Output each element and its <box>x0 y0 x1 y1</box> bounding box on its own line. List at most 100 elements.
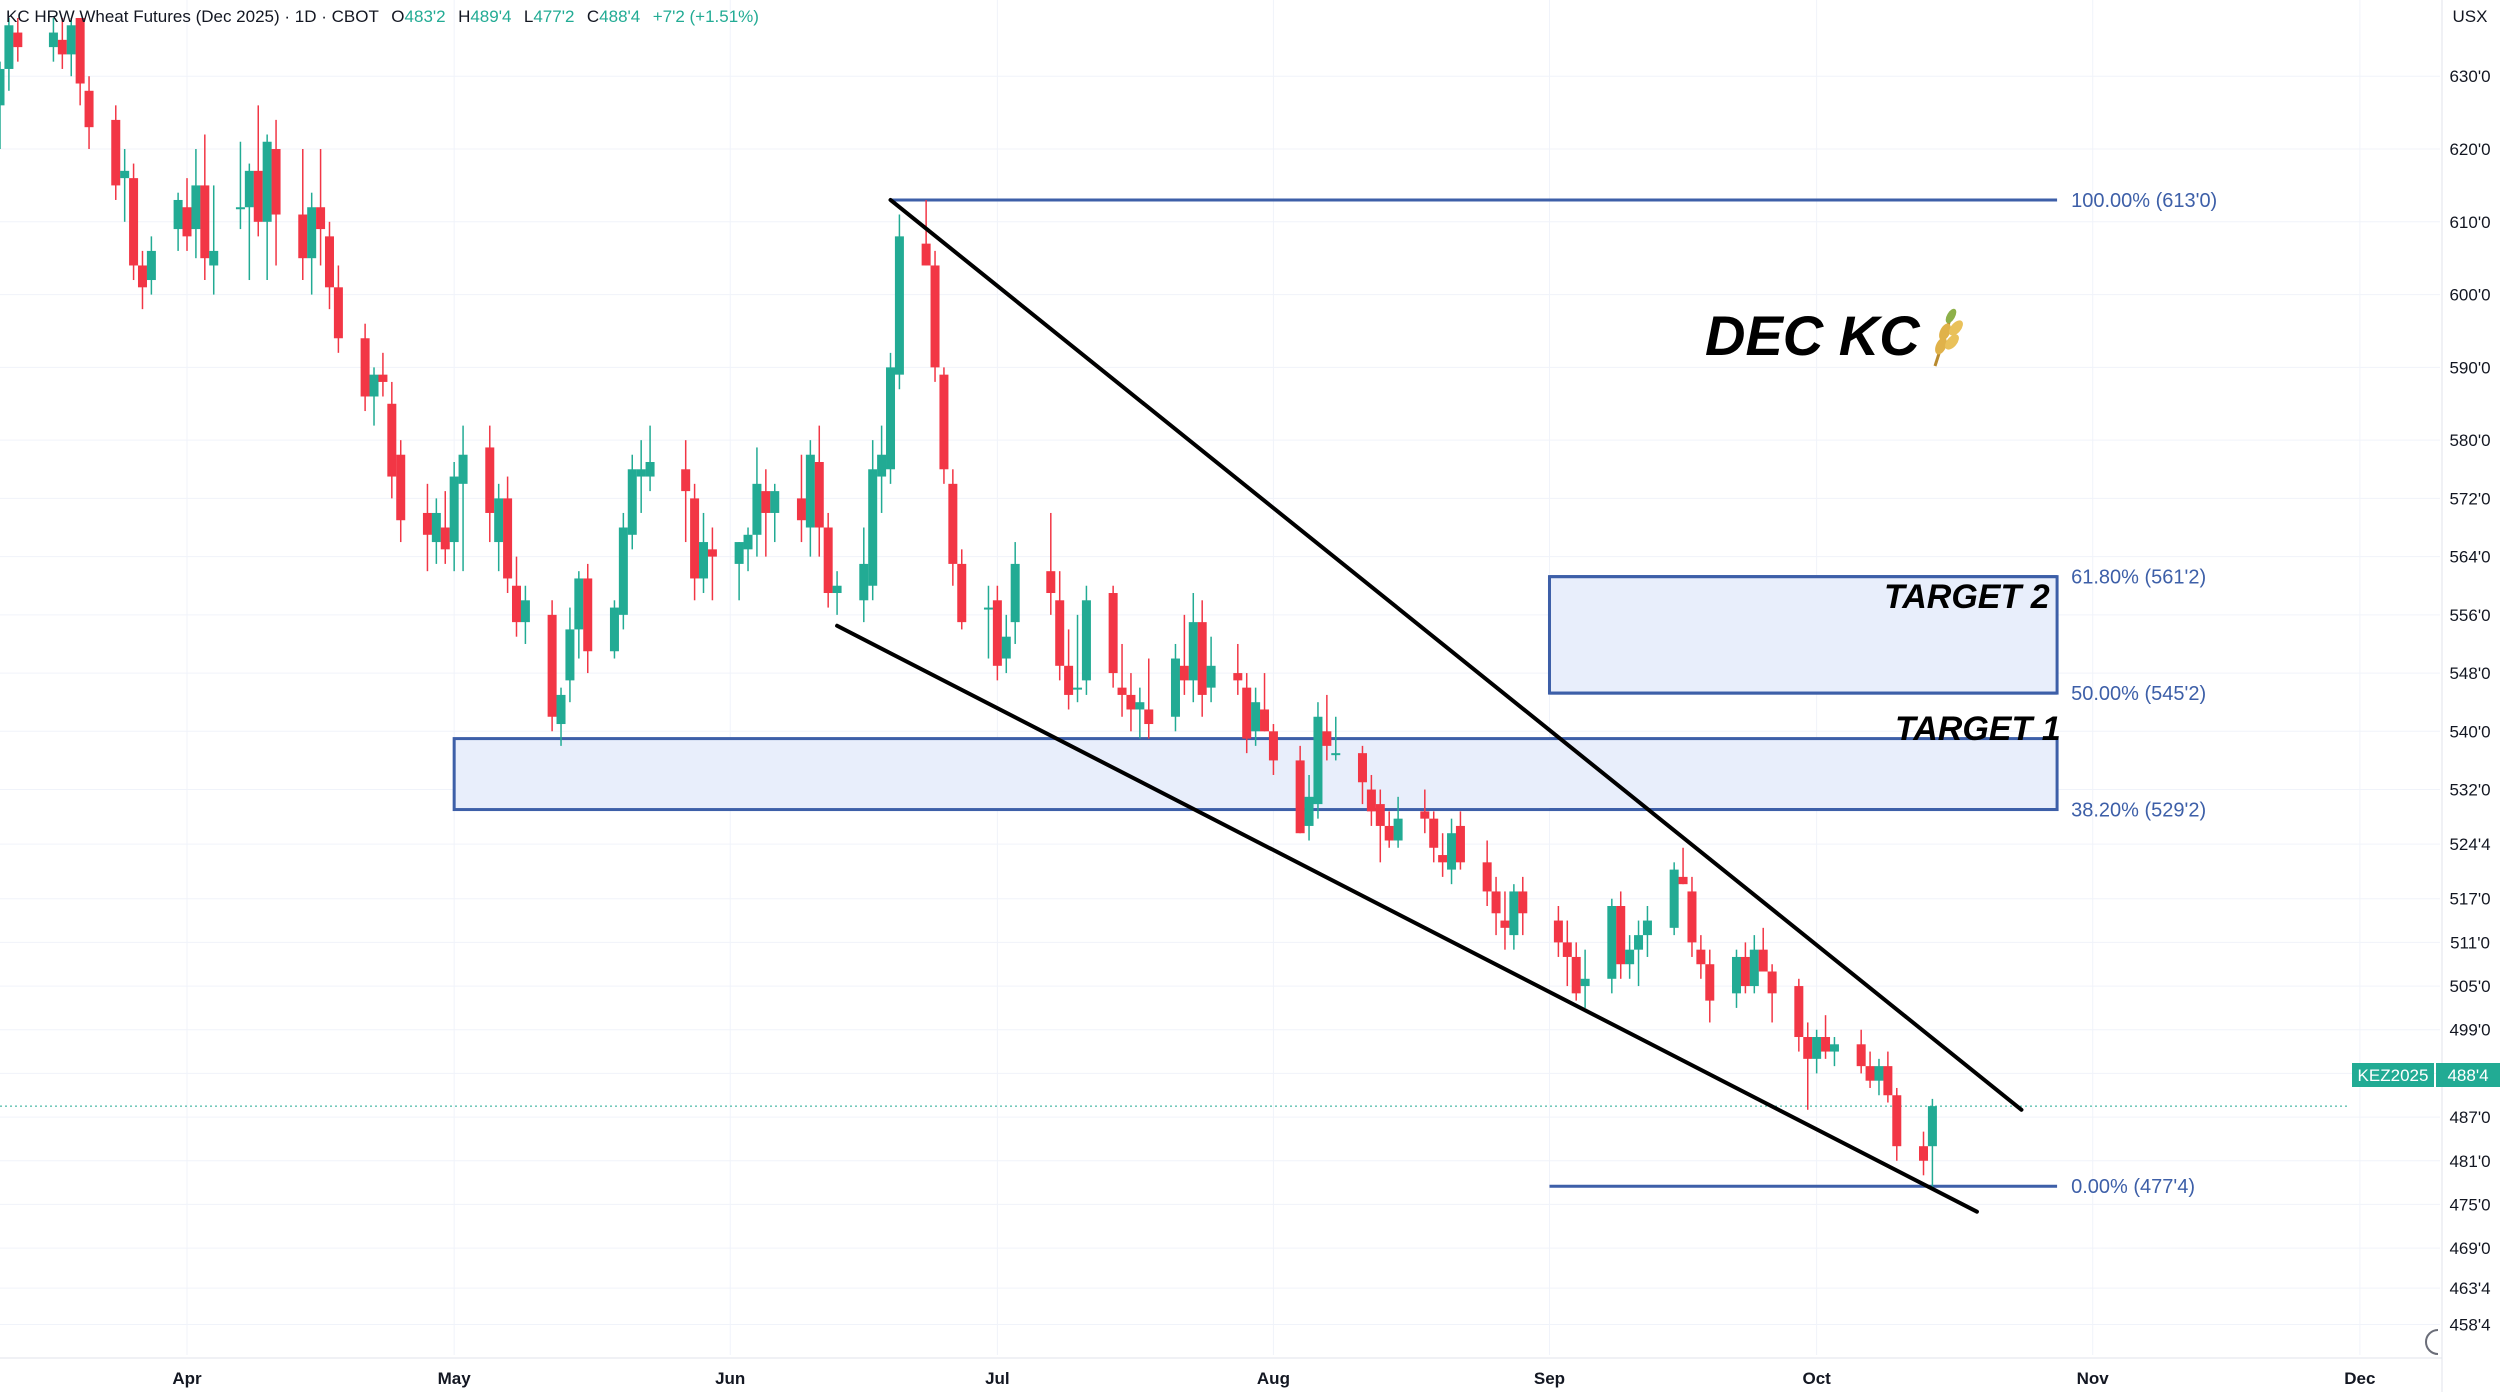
candle-up <box>1580 949 1590 1008</box>
candle-body <box>1064 665 1074 695</box>
candle-body <box>1384 825 1394 841</box>
trendlines[interactable] <box>835 197 2024 1214</box>
candle-body <box>1892 1095 1902 1147</box>
candle-down <box>1126 673 1136 732</box>
symbol-legend[interactable]: KC HRW Wheat Futures (Dec 2025) · 1D · C… <box>6 7 759 26</box>
candle-body <box>209 250 219 266</box>
candle-body <box>307 207 317 259</box>
candle-up <box>1642 906 1652 957</box>
candle-up <box>458 425 468 572</box>
candle-down <box>930 250 940 382</box>
candle-body <box>1812 1037 1822 1059</box>
candle-body <box>583 578 593 652</box>
candle-down <box>1482 840 1492 906</box>
auto-scale-icon[interactable] <box>2425 1329 2439 1355</box>
candle-up <box>369 367 379 426</box>
candle-body <box>1927 1106 1937 1147</box>
target-2-label: TARGET 2 <box>1884 578 2050 616</box>
candle-down <box>1046 512 1056 615</box>
candle-body <box>1179 665 1189 681</box>
candle-body <box>681 469 691 492</box>
candle-body <box>369 374 379 397</box>
candle-body <box>547 614 557 717</box>
fib-retracement[interactable]: 100.00% (613'0) 61.80% (561'2) 50.00% (545… <box>890 190 2218 1198</box>
candle-body <box>1447 833 1457 870</box>
currency-label: USX <box>2453 7 2488 26</box>
candle-down <box>1696 935 1706 979</box>
candle-up <box>120 149 130 222</box>
candle-down <box>1197 600 1207 717</box>
candle-body <box>1509 891 1519 936</box>
time-tick-label: Jul <box>985 1369 1010 1388</box>
price-axis[interactable]: 630'0 620'0 610'0 600'0 590'0 580'0 572'0 564'0… <box>2441 0 2491 1392</box>
candle-down <box>1705 949 1715 1023</box>
price-tick-label: 511'0 <box>2450 933 2490 952</box>
candle-down <box>1821 1015 1831 1059</box>
candle-body <box>1829 1044 1839 1052</box>
candle-down <box>1268 724 1278 775</box>
candle-body <box>921 243 931 266</box>
candle-down <box>75 18 85 106</box>
candle-down <box>1491 876 1501 936</box>
candle-body <box>4 25 14 69</box>
candle-body <box>458 454 468 484</box>
time-axis[interactable]: Apr May Jun Jul Aug Sep Oct Nov Dec <box>0 1357 2442 1388</box>
candle-body <box>200 185 210 259</box>
price-tick-label: 548'0 <box>2449 664 2490 683</box>
fib-level-label: 50.00% (545'2) <box>2071 683 2206 705</box>
candle-up <box>1812 1029 1822 1074</box>
candle-down <box>137 250 147 310</box>
candle-down <box>84 76 94 150</box>
candle-body <box>191 185 201 230</box>
candle-body <box>1206 665 1216 688</box>
open-label: O <box>391 7 404 26</box>
candle-body <box>1055 600 1065 666</box>
candle-body <box>449 476 459 543</box>
candle-down <box>796 454 806 543</box>
target-1-label: TARGET 1 <box>1895 710 2061 748</box>
candle-body <box>1821 1037 1831 1052</box>
candle-body <box>983 607 993 610</box>
wheat-icon <box>1933 308 1963 367</box>
time-tick-label: Nov <box>2077 1369 2110 1388</box>
candle-up <box>1509 884 1519 950</box>
candle-body <box>1518 891 1528 914</box>
candle-body <box>1260 709 1270 732</box>
candle-down <box>1144 658 1154 739</box>
candle-body <box>1607 906 1617 979</box>
candle-up <box>868 440 878 601</box>
price-tick-label: 580'0 <box>2449 431 2490 450</box>
candle-up <box>609 600 619 659</box>
candle-up <box>770 483 780 543</box>
candle-body <box>1803 1037 1813 1059</box>
candle-up <box>1170 643 1180 732</box>
candle-body <box>1580 978 1590 987</box>
candle-down <box>1892 1087 1902 1161</box>
candle-down <box>1233 643 1243 695</box>
candle-body <box>1393 818 1403 841</box>
candle-up <box>4 18 14 91</box>
candle-up <box>1634 920 1644 987</box>
candle-up <box>743 527 753 572</box>
candle-up <box>209 185 219 295</box>
candle-body <box>485 447 495 513</box>
candle-down <box>992 585 1002 681</box>
candle-body <box>1705 964 1715 1001</box>
candle-down <box>1384 811 1394 848</box>
price-tick-label: 630'0 <box>2449 67 2490 86</box>
candle-down <box>387 381 397 499</box>
candle-up <box>1001 614 1011 674</box>
time-tick-label: Sep <box>1534 1369 1565 1388</box>
candle-up <box>244 163 254 281</box>
candle-body <box>1313 716 1323 805</box>
candle-body <box>75 18 85 84</box>
price-tick-label: 458'4 <box>2449 1316 2490 1335</box>
candle-body <box>1375 804 1385 826</box>
time-tick-label: Apr <box>172 1369 202 1388</box>
candle-down <box>761 469 771 557</box>
candle-body <box>1749 949 1759 987</box>
candle-down <box>1794 978 1804 1052</box>
candle-body <box>48 32 58 48</box>
